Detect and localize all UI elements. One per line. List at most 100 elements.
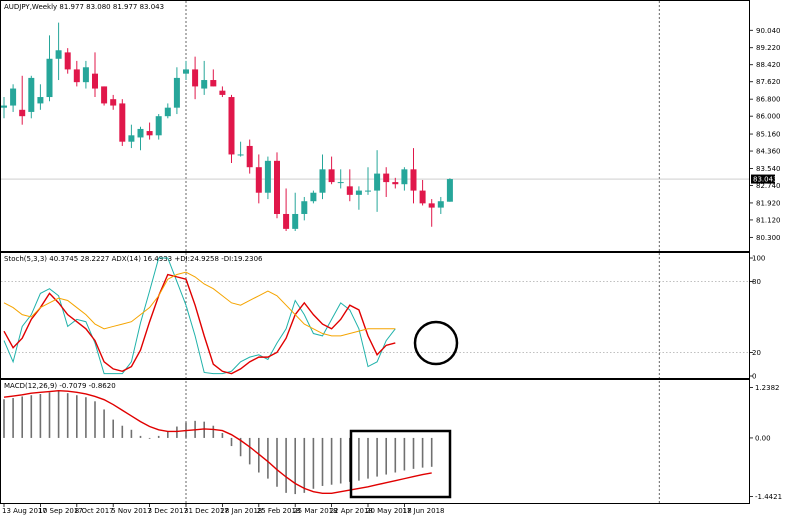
stoch-series-1	[3, 273, 396, 375]
candle-25	[228, 94, 235, 163]
candle-4	[37, 84, 44, 110]
stoch-tick-label-3: 0	[752, 373, 756, 381]
time-tick-label-1: 10 Sep 2017	[38, 507, 82, 515]
last-price-badge: 83.043	[751, 174, 778, 184]
candle-body	[183, 69, 189, 74]
time-tick-label-8: 25 Mar 2018	[293, 507, 337, 515]
candle-body	[419, 190, 426, 204]
candle-body	[28, 77, 35, 112]
stoch-axis: 100 80 20 0	[749, 255, 765, 381]
candle-44	[401, 167, 408, 191]
annotation-circle	[413, 320, 459, 366]
candle-26	[237, 141, 244, 157]
candle-body	[292, 213, 299, 229]
candle-33	[301, 196, 308, 221]
time-tick-label-9: 22 Apr 2018	[330, 507, 373, 515]
candle-18	[164, 103, 171, 119]
candle-19	[173, 67, 180, 115]
price-tick-label-4: 86.800	[756, 96, 781, 104]
candle-body	[283, 213, 290, 229]
candle-17	[155, 114, 162, 140]
candle-37	[337, 169, 344, 189]
stoch-series-0	[3, 257, 396, 375]
candle-body	[328, 169, 335, 183]
macd-axis: 1.2382 0.00 -1.4421	[749, 384, 782, 501]
candle-body	[64, 52, 71, 70]
candle-body	[319, 169, 326, 193]
candle-body	[201, 80, 208, 89]
stoch-layer	[1, 257, 749, 375]
candle-body	[92, 73, 98, 89]
candle-38	[346, 169, 353, 202]
price-pane-title: AUDJPY,Weekly 81.977 83.080 81.977 83.04…	[4, 3, 164, 11]
time-tick-label-2: 8 Oct 2017	[75, 507, 114, 515]
candle-8	[73, 60, 80, 87]
candle-34	[310, 190, 317, 204]
candle-body	[446, 179, 453, 202]
candle-35	[319, 154, 326, 200]
price-tick-label-11: 81.120	[756, 216, 781, 224]
price-tick-label-5: 86.000	[756, 113, 781, 121]
price-tick-label-0: 90.040	[756, 27, 781, 35]
stoch-tick-label-1: 80	[752, 278, 761, 286]
candle-body	[255, 167, 262, 193]
candle-24	[219, 86, 226, 98]
candle-body	[237, 154, 244, 156]
stoch-tick-label-0: 100	[752, 255, 765, 263]
candle-23	[210, 69, 217, 87]
candle-29	[264, 156, 271, 200]
price-tick-label-3: 87.620	[756, 78, 781, 86]
candle-body	[428, 203, 435, 208]
candle-body	[110, 99, 117, 106]
candle-36	[328, 156, 335, 185]
macd-tick-label-2: -1.4421	[755, 493, 782, 501]
candle-body	[310, 192, 317, 202]
price-tick-label-8: 83.540	[756, 165, 781, 173]
candle-1	[10, 84, 17, 112]
candle-body	[437, 201, 444, 208]
candle-body	[1, 105, 7, 108]
candle-41	[374, 150, 381, 212]
candle-45	[410, 148, 417, 204]
time-tick-label-5: 31 Dec 2017	[184, 507, 229, 515]
macd-pane-frame	[0, 379, 750, 504]
candle-28	[255, 154, 262, 204]
candle-20	[183, 60, 189, 81]
candle-30	[274, 152, 280, 219]
candle-body	[355, 190, 362, 195]
price-tick-label-2: 88.420	[756, 61, 781, 69]
macd-layer	[3, 390, 433, 495]
candle-21	[192, 56, 199, 100]
candle-31	[283, 188, 290, 231]
macd-pane-title: MACD(12,26,9) -0.7079 -0.8620	[4, 382, 116, 390]
candle-body	[337, 182, 344, 184]
candle-body	[374, 173, 381, 191]
candle-body	[410, 169, 417, 191]
candle-body	[55, 50, 62, 59]
candle-body	[383, 173, 390, 183]
macd-tick-label-1: 0.00	[755, 434, 771, 442]
candle-2	[19, 75, 26, 125]
stoch-series-2	[3, 271, 396, 337]
candle-3	[28, 75, 35, 119]
candle-9	[82, 60, 89, 89]
candles-layer	[1, 22, 453, 231]
candle-7	[64, 48, 71, 74]
candle-body	[365, 190, 371, 192]
candle-body	[46, 58, 53, 98]
time-tick-label-7: 25 Feb 2018	[257, 507, 301, 515]
candle-body	[146, 131, 153, 136]
time-tick-label-6: 28 Jan 2018	[220, 507, 262, 515]
candle-body	[119, 103, 126, 142]
candle-body	[101, 86, 108, 104]
candle-15	[137, 126, 144, 151]
candle-46	[419, 179, 426, 206]
candle-body	[155, 116, 162, 136]
price-tick-label-10: 81.920	[756, 199, 781, 207]
candle-12	[110, 94, 117, 110]
candle-body	[228, 97, 235, 155]
candle-body	[392, 182, 399, 185]
stoch-pane-title: Stoch(5,3,3) 40.3745 28.2227 ADX(14) 16.…	[4, 255, 263, 263]
last-price-label: 83.043	[753, 176, 778, 184]
